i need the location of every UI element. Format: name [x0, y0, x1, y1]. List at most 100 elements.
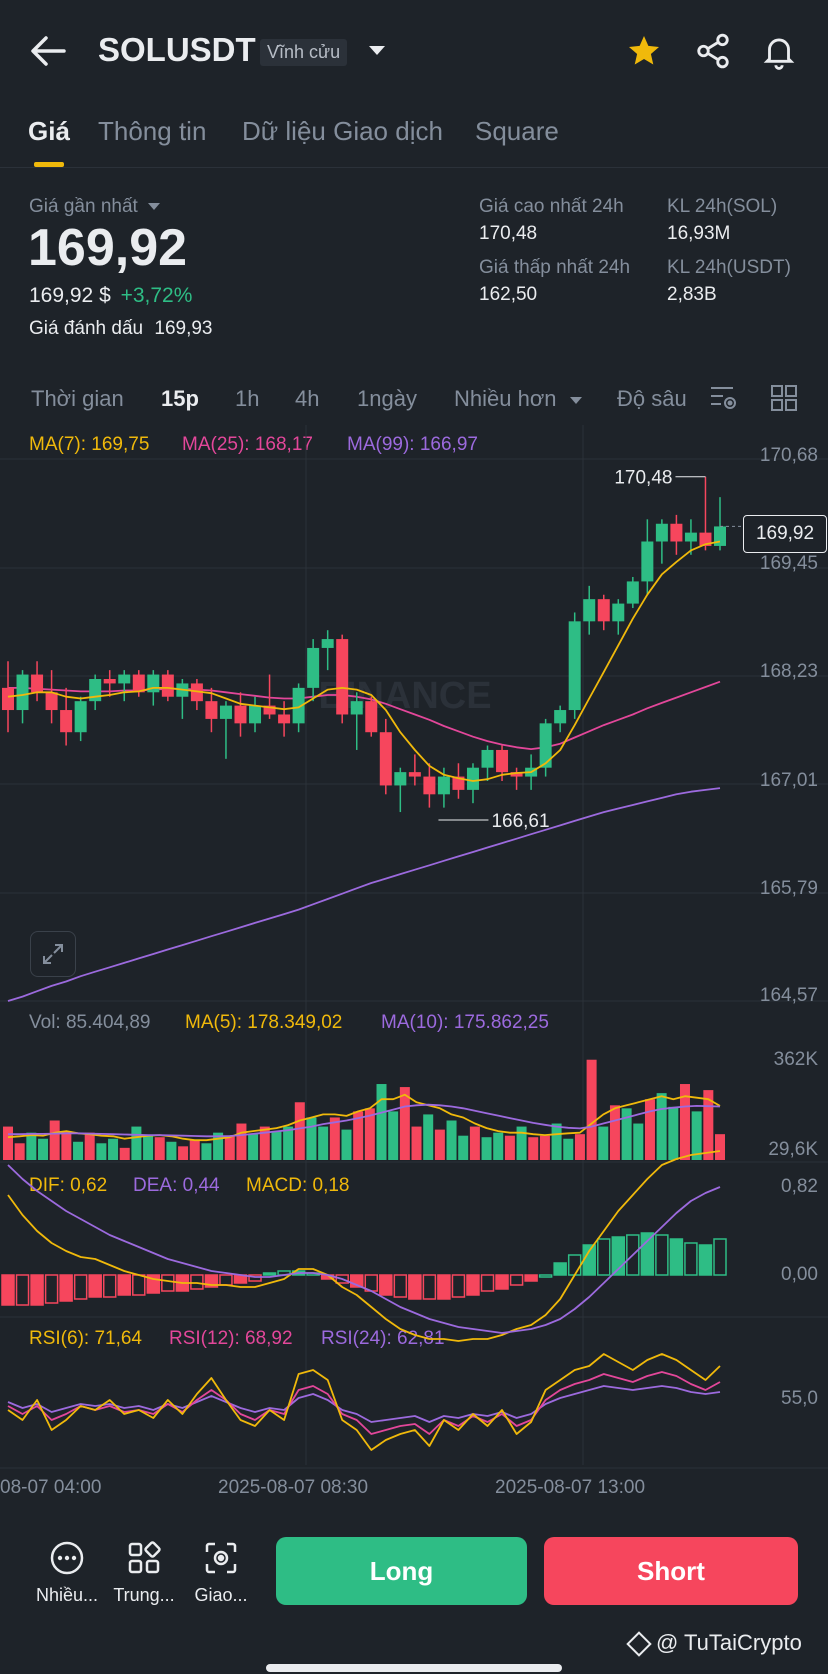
share-icon[interactable] [694, 32, 732, 70]
mark-price[interactable]: Giá đánh dấu 169,93 [29, 318, 213, 339]
more-dots-icon [50, 1541, 84, 1575]
volume-bars [3, 1059, 725, 1160]
macd-histogram-bar [480, 1274, 495, 1292]
macd-histogram-bar [379, 1274, 393, 1296]
macd-histogram-bar [509, 1274, 524, 1286]
ma99-path [7, 787, 721, 1002]
rsi6-path [7, 1353, 721, 1451]
current-price-tag: 169,92 [743, 515, 827, 553]
timeframe-1d[interactable]: 1ngày [357, 386, 417, 411]
back-arrow-icon[interactable] [30, 34, 66, 68]
volume-bar [691, 1111, 702, 1160]
volume-bar [399, 1087, 410, 1160]
price-axis-label: 168,23 [759, 661, 818, 682]
timeframe-15m[interactable]: 15p [161, 386, 199, 411]
contract-type-badge: Vĩnh cửu [260, 39, 348, 66]
rsi-panel [7, 1353, 721, 1451]
volume-bar [656, 1093, 667, 1160]
candle-body [350, 701, 363, 715]
macd-histogram-bar [73, 1274, 88, 1300]
low-24h-label: Giá thấp nhất 24h [479, 257, 631, 278]
price-axis-label: 165,79 [759, 878, 818, 899]
tab-trading-data[interactable]: Dữ liệu Giao dịch [242, 116, 443, 146]
volume-bar [563, 1138, 574, 1160]
volume-bar [318, 1126, 329, 1160]
trade-button[interactable]: Giao... [185, 1540, 257, 1606]
macd-axis-label: 0,82 [781, 1176, 818, 1197]
volume-bar [26, 1132, 37, 1160]
volume-bar [528, 1137, 539, 1160]
macd-histogram-bar [102, 1274, 117, 1298]
macd-histogram-bar [30, 1274, 44, 1306]
last-price-caret-icon [148, 203, 161, 210]
active-tab-indicator [34, 162, 64, 167]
macd-histogram-bar [161, 1274, 175, 1292]
macd-histogram-bar [698, 1244, 713, 1276]
expand-chart-icon[interactable] [30, 931, 76, 977]
symbol-title[interactable]: SOLUSDT [98, 31, 256, 68]
more-actions-button[interactable]: Nhiều... [31, 1540, 103, 1606]
tab-price[interactable]: Giá [28, 116, 70, 146]
volume-bar [294, 1102, 305, 1160]
volume-bar [715, 1134, 725, 1160]
tab-square[interactable]: Square [475, 116, 559, 146]
price-axis-label: 164,57 [759, 985, 818, 1006]
volume-bar [283, 1126, 294, 1160]
tab-info[interactable]: Thông tin [98, 116, 207, 146]
macd-histogram-bar [408, 1274, 422, 1300]
volume-bar [446, 1120, 457, 1160]
macd-axis-label: 0,00 [781, 1264, 818, 1285]
macd-histogram-bar [451, 1274, 466, 1298]
volume-bar [609, 1105, 620, 1160]
star-icon[interactable] [626, 33, 662, 69]
dropdown-caret-icon[interactable] [367, 44, 387, 58]
timeframe-time[interactable]: Thời gian [31, 386, 124, 411]
volume-bar [703, 1090, 714, 1160]
macd-histogram-bar [567, 1254, 582, 1276]
macd-histogram-bar [640, 1232, 655, 1276]
volume-bar [388, 1111, 399, 1160]
bell-icon[interactable] [760, 31, 798, 71]
candle-body [452, 776, 465, 790]
long-button[interactable]: Long [276, 1537, 527, 1605]
macd-histogram-bar [393, 1274, 408, 1298]
volume-bar [411, 1126, 422, 1160]
volume-bar [644, 1099, 655, 1160]
volume-bar [516, 1126, 527, 1160]
layout-grid-icon[interactable] [770, 384, 798, 417]
ma7-line [7, 540, 721, 782]
macd-histogram-bar [466, 1274, 480, 1296]
ma99-line [7, 787, 721, 1002]
candle-body [249, 705, 262, 724]
last-price-label[interactable]: Giá gần nhất [29, 196, 161, 218]
macd-histogram-bar [538, 1274, 553, 1278]
volume-bar [598, 1126, 609, 1160]
depth-tab[interactable]: Độ sâu [617, 386, 687, 411]
timeframe-more[interactable]: Nhiều hơn [454, 386, 583, 412]
volume-bar [469, 1126, 480, 1160]
chart-settings-icon[interactable] [709, 384, 739, 417]
timeframe-4h[interactable]: 4h [295, 386, 320, 411]
macd-histogram-bar [248, 1274, 262, 1282]
volume-bar [213, 1132, 224, 1160]
candle-body [481, 749, 494, 768]
volume-bar [131, 1126, 142, 1160]
tabs-divider [0, 167, 828, 168]
macd-histogram-bar [495, 1274, 509, 1290]
candle-body [437, 776, 450, 795]
time-axis-label: 2025-08-07 08:30 [218, 1477, 369, 1498]
macd-histogram-bar [684, 1242, 698, 1276]
volume-bar [551, 1123, 562, 1160]
macd-histogram-bar [132, 1274, 146, 1296]
volume-bar [119, 1147, 130, 1160]
ma99-label: MA(99): 166,97 [347, 434, 478, 455]
macd-histogram-bar [422, 1274, 437, 1300]
center-button[interactable]: Trung... [108, 1540, 180, 1606]
short-button[interactable]: Short [544, 1537, 798, 1605]
volume-bar [84, 1132, 95, 1160]
volume-bar [633, 1123, 644, 1160]
timeframe-1h[interactable]: 1h [235, 386, 260, 411]
candle-body [132, 674, 145, 693]
price-axis-label: 167,01 [759, 770, 818, 791]
